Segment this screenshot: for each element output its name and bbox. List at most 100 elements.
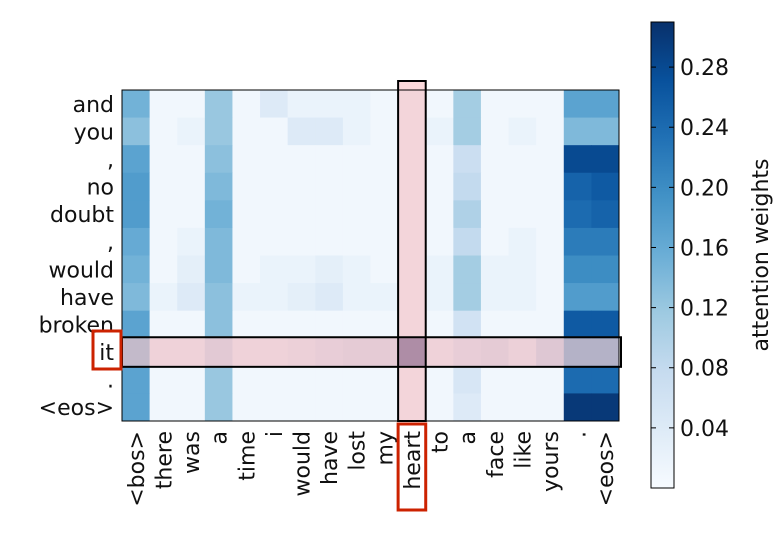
heatmap-cell xyxy=(315,200,344,229)
x-token-label: <eos> xyxy=(594,431,619,506)
heatmap-cell xyxy=(536,200,565,229)
x-token-label: lost xyxy=(346,431,371,471)
heatmap-cell xyxy=(260,365,289,394)
heatmap-cell xyxy=(591,255,620,284)
heatmap-cell xyxy=(563,283,592,312)
heatmap-cell xyxy=(342,90,371,118)
x-token-label: was xyxy=(180,431,205,474)
heatmap-cell xyxy=(149,393,178,422)
heatmap-cell xyxy=(260,393,289,422)
heatmap-cell xyxy=(232,283,261,312)
highlight-frames xyxy=(91,80,622,512)
heatmap-cell xyxy=(563,172,592,201)
highlight-column-band xyxy=(398,82,426,421)
heatmap-cell xyxy=(232,338,261,367)
heatmap-cell xyxy=(536,227,565,256)
x-token-label: . xyxy=(567,431,592,438)
y-token-label: would xyxy=(49,258,114,283)
heatmap-cell xyxy=(204,90,233,118)
heatmap-cell xyxy=(122,310,151,339)
heatmap-cell xyxy=(480,145,509,174)
heatmap-cell xyxy=(536,365,565,394)
heatmap-cell xyxy=(425,255,454,284)
heatmap-cell xyxy=(480,172,509,201)
heatmap-cell xyxy=(536,117,565,146)
heatmap-cell xyxy=(425,310,454,339)
heatmap-cell xyxy=(342,283,371,312)
heatmap-cell xyxy=(453,283,482,312)
heatmap-cell xyxy=(563,90,592,118)
heatmap-cell xyxy=(260,145,289,174)
heatmap-cell xyxy=(508,365,537,394)
heatmap-cell xyxy=(149,338,178,367)
heatmap-cell xyxy=(342,172,371,201)
x-token-label: time xyxy=(235,431,260,481)
heatmap-cell xyxy=(591,200,620,229)
heatmap-cell xyxy=(122,200,151,229)
heatmap-cell xyxy=(563,255,592,284)
y-token-label: , xyxy=(107,148,114,173)
heatmap-cell xyxy=(204,338,233,367)
heatmap-cell xyxy=(204,393,233,422)
heatmap-cell xyxy=(591,90,620,118)
y-token-label: you xyxy=(74,120,114,145)
y-token-label: , xyxy=(107,231,114,256)
heatmap-cell xyxy=(453,227,482,256)
heatmap-cell xyxy=(425,117,454,146)
x-token-label: <bos> xyxy=(125,431,150,507)
heatmap-cell xyxy=(342,365,371,394)
heatmap-cell xyxy=(315,338,344,367)
heatmap-cell xyxy=(398,227,427,256)
heatmap-cell xyxy=(480,90,509,118)
colorbar-tick-label: 0.04 xyxy=(680,417,729,442)
heatmap-cell xyxy=(398,172,427,201)
heatmap-cell xyxy=(398,90,427,118)
heatmap-cell xyxy=(342,145,371,174)
heatmap-cell xyxy=(480,338,509,367)
heatmap-cell xyxy=(232,117,261,146)
heatmap-cell xyxy=(508,393,537,422)
heatmap-cell xyxy=(563,200,592,229)
heatmap-cell xyxy=(398,310,427,339)
heatmap-cell xyxy=(287,365,316,394)
heatmap-cell xyxy=(342,338,371,367)
heatmap-cell xyxy=(536,145,565,174)
colorbar-tick-label: 0.28 xyxy=(680,56,729,81)
colorbar-ticks: 0.04 0.08 0.12 0.16 0.20 0.24 0.28 xyxy=(651,56,729,442)
heatmap-cell xyxy=(287,200,316,229)
heatmap-cell xyxy=(204,365,233,394)
heatmap-cell xyxy=(204,145,233,174)
heatmap-cell xyxy=(232,365,261,394)
column-token-highlight-box xyxy=(396,422,428,512)
heatmap-cell xyxy=(370,145,399,174)
heatmap-cell xyxy=(177,145,206,174)
heatmap-cell xyxy=(260,172,289,201)
heatmap-cell xyxy=(177,255,206,284)
heatmap-cell xyxy=(536,255,565,284)
heatmap-cell xyxy=(122,145,151,174)
heatmap-cell xyxy=(563,365,592,394)
heatmap-cell xyxy=(260,283,289,312)
heatmap-cell xyxy=(204,227,233,256)
heatmap-cell xyxy=(508,255,537,284)
heatmap-cell xyxy=(287,172,316,201)
heatmap-cell xyxy=(177,365,206,394)
heatmap-cell xyxy=(177,310,206,339)
heatmap-cell xyxy=(563,227,592,256)
colorbar-tick-label: 0.16 xyxy=(680,237,729,262)
heatmap-cell xyxy=(287,393,316,422)
x-token-label: heart xyxy=(401,431,426,490)
heatmap-cell xyxy=(122,283,151,312)
heatmap-cell xyxy=(149,145,178,174)
heatmap-cell xyxy=(149,365,178,394)
heatmap-cell xyxy=(508,90,537,118)
heatmap-cell xyxy=(425,283,454,312)
heatmap-cell xyxy=(370,393,399,422)
y-token-label: it xyxy=(99,341,114,366)
heatmap-cell xyxy=(453,393,482,422)
heatmap-cell xyxy=(315,227,344,256)
heatmap-cell xyxy=(149,117,178,146)
y-token-label: have xyxy=(60,286,114,311)
heatmap-cell xyxy=(563,338,592,367)
